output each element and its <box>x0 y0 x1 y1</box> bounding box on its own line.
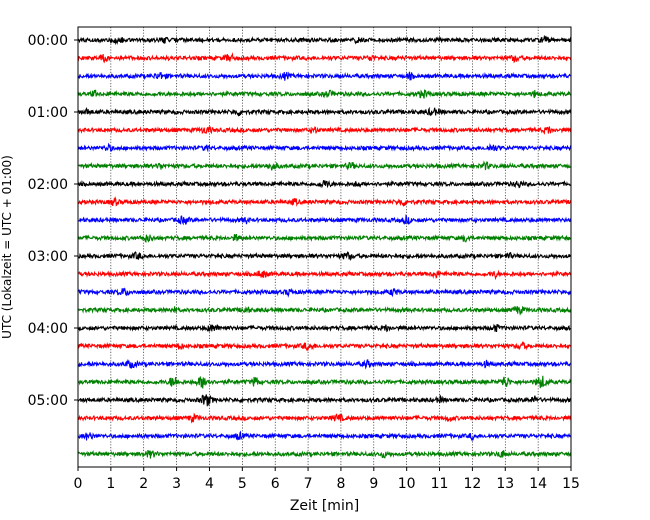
plot-frame <box>77 26 572 468</box>
trace-00:30 <box>77 71 572 81</box>
trace-01:00 <box>77 106 572 117</box>
trace-03:45 <box>77 305 572 316</box>
trace-02:30 <box>77 214 572 226</box>
trace-05:45 <box>77 449 572 459</box>
y-tick-label: 05:00 <box>28 393 68 409</box>
y-tick-label: 04:00 <box>28 321 68 337</box>
trace-01:30 <box>77 142 572 153</box>
x-tick-label: 0 <box>74 476 83 492</box>
trace-04:30 <box>77 358 572 370</box>
trace-00:45 <box>77 89 572 99</box>
trace-05:15 <box>77 412 572 424</box>
x-tick-label: 14 <box>529 476 547 492</box>
x-tick-label: 5 <box>238 476 247 492</box>
x-tick-label: 9 <box>369 476 378 492</box>
y-tick-label: 02:00 <box>28 177 68 193</box>
seismogram-traces <box>77 34 572 459</box>
x-axis-ticks: 0 1 2 3 4 5 6 7 8 9 10 11 12 13 14 15 <box>74 467 580 492</box>
y-tick-label: 01:00 <box>28 105 68 121</box>
trace-02:00 <box>77 179 572 189</box>
x-tick-label: 10 <box>398 476 416 492</box>
x-tick-label: 6 <box>271 476 280 492</box>
x-tick-label: 11 <box>431 476 449 492</box>
x-tick-label: 8 <box>336 476 345 492</box>
trace-00:15 <box>77 52 572 64</box>
x-tick-label: 4 <box>205 476 214 492</box>
trace-03:15 <box>77 269 572 281</box>
trace-00:00 <box>77 34 572 46</box>
y-tick-label: 00:00 <box>28 33 68 49</box>
x-tick-label: 1 <box>106 476 115 492</box>
trace-04:45 <box>77 375 572 389</box>
trace-04:00 <box>77 323 572 333</box>
y-axis-label: UTC (Lokalzeit = UTC + 01:00) <box>0 155 14 339</box>
trace-01:15 <box>77 125 572 135</box>
x-tick-label: 13 <box>496 476 514 492</box>
x-tick-label: 3 <box>172 476 181 492</box>
trace-04:15 <box>77 341 572 352</box>
trace-03:30 <box>77 287 572 298</box>
trace-02:45 <box>77 234 572 243</box>
y-axis-ticks: 00:00 01:00 02:00 03:00 04:00 05:00 <box>28 33 78 409</box>
trace-05:30 <box>77 430 572 442</box>
y-tick-label: 03:00 <box>28 249 68 265</box>
grid-lines <box>110 27 539 467</box>
trace-03:00 <box>77 251 572 262</box>
trace-01:45 <box>77 160 572 171</box>
x-tick-label: 7 <box>304 476 313 492</box>
x-axis-label: Zeit [min] <box>290 498 359 514</box>
x-tick-label: 2 <box>139 476 148 492</box>
trace-02:15 <box>77 195 572 207</box>
x-tick-label: 12 <box>463 476 481 492</box>
trace-05:00 <box>77 394 572 407</box>
x-tick-label: 15 <box>562 476 580 492</box>
